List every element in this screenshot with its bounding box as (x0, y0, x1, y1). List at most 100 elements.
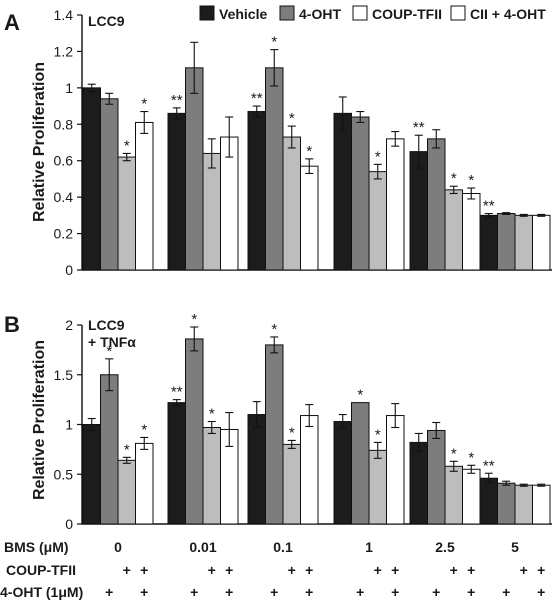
significance-mark-b-vehicle-1: ** (171, 384, 183, 401)
panel-letter-a: A (4, 10, 20, 35)
bar-a-cii-4-oht-4 (462, 193, 481, 271)
inset-label-a: LCC9 (88, 13, 125, 29)
plot-area-b: 00.511.52************ * ** (54, 311, 552, 532)
y-tick-label-a-7: 1.4 (54, 7, 74, 23)
bar-a-cii-4-oht-3 (386, 138, 405, 271)
significance-mark-b-cii-4-oht-0: * (141, 421, 147, 438)
bar-a-vehicle-4 (409, 151, 428, 271)
x-plus-coup-tfii-1-3: + (225, 562, 233, 578)
x-plus-coup-tfii-3-3: + (391, 562, 399, 578)
y-axis-title-b: Relative Proliferation (31, 340, 48, 500)
x-plus-4-oht-1-m-0-3: + (140, 584, 148, 600)
bar-a-4-oht-3 (351, 116, 370, 271)
significance-mark-a-vehicle-2: ** (251, 90, 263, 107)
significance-mark-a-4-oht-2: * (271, 34, 277, 51)
bar-b-coup-tfii-0 (117, 459, 136, 525)
bar-b-4-oht-2 (265, 344, 284, 525)
bar-b-cii-4-oht-0 (135, 442, 154, 525)
y-tick-label-b-4: 2 (65, 317, 73, 333)
x-bms-value-1: 0.01 (189, 539, 216, 555)
significance-mark-a-vehicle-5: ** (483, 198, 495, 215)
x-plus-coup-tfii-0-3: + (140, 562, 148, 578)
bar-a-4-oht-4 (427, 138, 446, 271)
bar-a-cii-4-oht-0 (135, 121, 154, 271)
bar-a-vehicle-1 (167, 112, 186, 271)
bar-a-coup-tfii-3 (368, 171, 387, 271)
bar-b-cii-4-oht-2 (300, 415, 319, 525)
bar-b-coup-tfii-3 (368, 449, 387, 525)
bar-b-coup-tfii-4 (444, 465, 463, 525)
bar-a-vehicle-0 (82, 87, 101, 271)
bar-a-vehicle-5 (479, 214, 498, 271)
x-bms-value-5: 5 (511, 539, 519, 555)
x-plus-4-oht-1-m-3-3: + (391, 584, 399, 600)
bar-b-cii-4-oht-5 (532, 484, 551, 525)
bar-b-cii-4-oht-4 (462, 468, 481, 525)
x-plus-4-oht-1-m-2-1: + (270, 584, 278, 600)
significance-mark-b-4-oht-0: * (106, 343, 112, 360)
significance-mark-b-cii-4-oht-4: * (468, 449, 474, 466)
y-tick-label-b-3: 1.5 (54, 367, 74, 383)
bar-a-4-oht-0 (100, 98, 119, 271)
legend-swatch-vehicle (199, 5, 215, 21)
significance-mark-a-cii-4-oht-4: * (468, 172, 474, 189)
bar-b-vehicle-2 (247, 414, 266, 525)
x-plus-4-oht-1-m-3-1: + (356, 584, 364, 600)
y-tick-label-a-6: 1.2 (54, 43, 74, 59)
legend-label-4oht: 4-OHT (299, 6, 341, 22)
x-plus-4-oht-1-m-5-1: + (502, 584, 510, 600)
y-tick-label-b-1: 0.5 (54, 466, 74, 482)
bar-b-4-oht-1 (185, 338, 204, 525)
bar-a-vehicle-3 (333, 112, 352, 271)
x-plus-coup-tfii-4-3: + (467, 562, 475, 578)
significance-mark-b-vehicle-5: ** (483, 457, 495, 474)
bar-a-cii-4-oht-2 (300, 165, 319, 271)
legend: Vehicle 4-OHT COUP-TFII CII + 4-OHT (199, 5, 546, 22)
bar-a-4-oht-1 (185, 67, 204, 271)
legend-swatch-couptfii (352, 5, 368, 21)
x-plus-4-oht-1-m-0-1: + (105, 584, 113, 600)
legend-swatch-cii4oht (450, 5, 466, 21)
legend-swatch-4oht (279, 5, 295, 21)
bar-a-coup-tfii-2 (282, 136, 301, 271)
bar-a-4-oht-5 (497, 213, 516, 271)
legend-label-vehicle: Vehicle (219, 6, 267, 22)
x-plus-4-oht-1-m-5-3: + (537, 584, 545, 600)
x-plus-coup-tfii-1-2: + (208, 562, 216, 578)
x-plus-coup-tfii-2-3: + (305, 562, 313, 578)
bar-a-vehicle-2 (247, 111, 266, 271)
legend-label-couptfii: COUP-TFII (372, 6, 442, 22)
significance-mark-b-4-oht-3: * (357, 387, 363, 404)
significance-mark-a-cii-4-oht-2: * (306, 143, 312, 160)
bar-b-4-oht-3 (351, 402, 370, 525)
x-plus-coup-tfii-4-2: + (450, 562, 458, 578)
x-plus-4-oht-1-m-4-1: + (432, 584, 440, 600)
significance-mark-b-4-oht-1: * (191, 311, 197, 328)
inset-label-b-line2: + TNFα (88, 334, 136, 350)
significance-mark-b-4-oht-2: * (271, 321, 277, 338)
y-tick-label-a-4: 0.8 (54, 116, 74, 132)
bar-b-vehicle-0 (82, 424, 101, 525)
significance-mark-a-cii-4-oht-0: * (141, 96, 147, 113)
x-row-label-couptfii: COUP-TFII (6, 562, 76, 578)
bar-a-coup-tfii-1 (202, 152, 221, 271)
y-tick-label-b-0: 0 (65, 516, 73, 532)
significance-mark-a-vehicle-4: ** (413, 119, 425, 136)
panel-letter-b: B (4, 312, 20, 337)
y-tick-label-b-2: 1 (65, 417, 73, 433)
bar-a-coup-tfii-5 (514, 214, 533, 271)
x-condition-table: BMS (μM) COUP-TFII 4-OHT (1μM) 0 0.01 0.1 1… (0, 539, 545, 600)
x-plus-coup-tfii-2-2: + (288, 562, 296, 578)
bar-a-coup-tfii-0 (117, 156, 136, 271)
x-plus-4-oht-1-m-4-3: + (467, 584, 475, 600)
bar-b-4-oht-5 (497, 482, 516, 525)
bar-b-vehicle-3 (333, 421, 352, 525)
significance-mark-a-vehicle-1: ** (171, 92, 183, 109)
bar-b-4-oht-4 (427, 429, 446, 525)
bar-b-vehicle-1 (167, 402, 186, 525)
bar-a-coup-tfii-4 (444, 189, 463, 271)
bar-b-cii-4-oht-3 (386, 415, 405, 525)
x-plus-coup-tfii-0-2: + (123, 562, 131, 578)
inset-label-b-line1: LCC9 (88, 317, 125, 333)
x-plus-4-oht-1-m-1-3: + (225, 584, 233, 600)
